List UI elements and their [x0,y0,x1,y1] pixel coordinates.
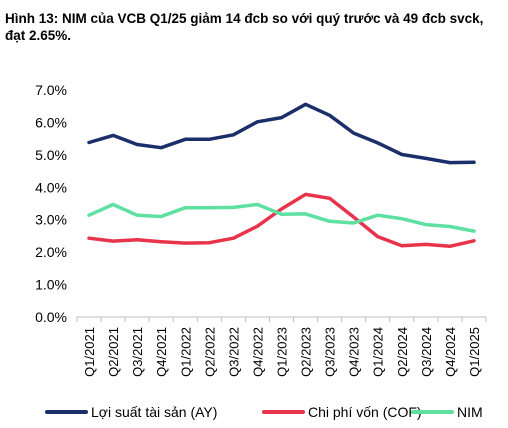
y-tick-label: 7.0% [35,82,67,98]
x-axis: Q1/2021 Q2/2021 Q3/2021 Q4/2021 Q1/2022 Q2/20… [76,316,487,377]
x-tick-label: Q4/2023 [347,327,362,377]
y-tick-label: 5.0% [35,147,67,163]
x-tick-label: Q1/2025 [467,327,482,377]
series-lines [87,102,476,249]
x-tick-label: Q4/2022 [250,327,265,377]
series-line-2 [87,192,476,249]
legend: Lợi suất tài sản (AY) Chi phí vốn (COF) NI… [45,404,483,420]
x-tick-label: Q4/2021 [154,327,169,377]
x-tick-label: Q2/2022 [202,327,217,377]
y-tick-label: 0.0% [35,309,67,325]
x-tick-label: Q1/2022 [178,327,193,377]
x-tick-label: Q1/2024 [371,327,386,377]
x-tick-label: Q2/2024 [395,327,410,377]
x-tick-label: Q3/2022 [226,327,241,377]
y-axis: 0.0% 1.0% 2.0% 3.0% 4.0% 5.0% 6.0% 7.0% [35,82,67,325]
y-tick-label: 2.0% [35,244,67,260]
series-line-3 [87,202,476,233]
legend-label: NIM [457,404,483,420]
chart-title: Hình 13: NIM của VCB Q1/25 giảm 14 đcb s… [5,11,484,43]
series-line-1 [87,102,476,165]
y-tick-label: 3.0% [35,212,67,228]
x-tick-label: Q2/2023 [299,327,314,377]
x-tick-label: Q2/2021 [106,327,121,377]
x-tick-label: Q1/2023 [275,327,290,377]
legend-label: Lợi suất tài sản (AY) [91,404,217,420]
x-tick-label: Q4/2024 [443,327,458,377]
x-tick-label: Q3/2024 [419,327,434,377]
x-tick-label: Q1/2021 [82,327,97,377]
y-tick-label: 6.0% [35,114,67,130]
legend-label: Chi phí vốn (COF) [308,404,422,420]
x-tick-label: Q3/2021 [130,327,145,377]
x-tick-label: Q3/2023 [323,327,338,377]
y-tick-label: 1.0% [35,277,67,293]
y-tick-label: 4.0% [35,179,67,195]
